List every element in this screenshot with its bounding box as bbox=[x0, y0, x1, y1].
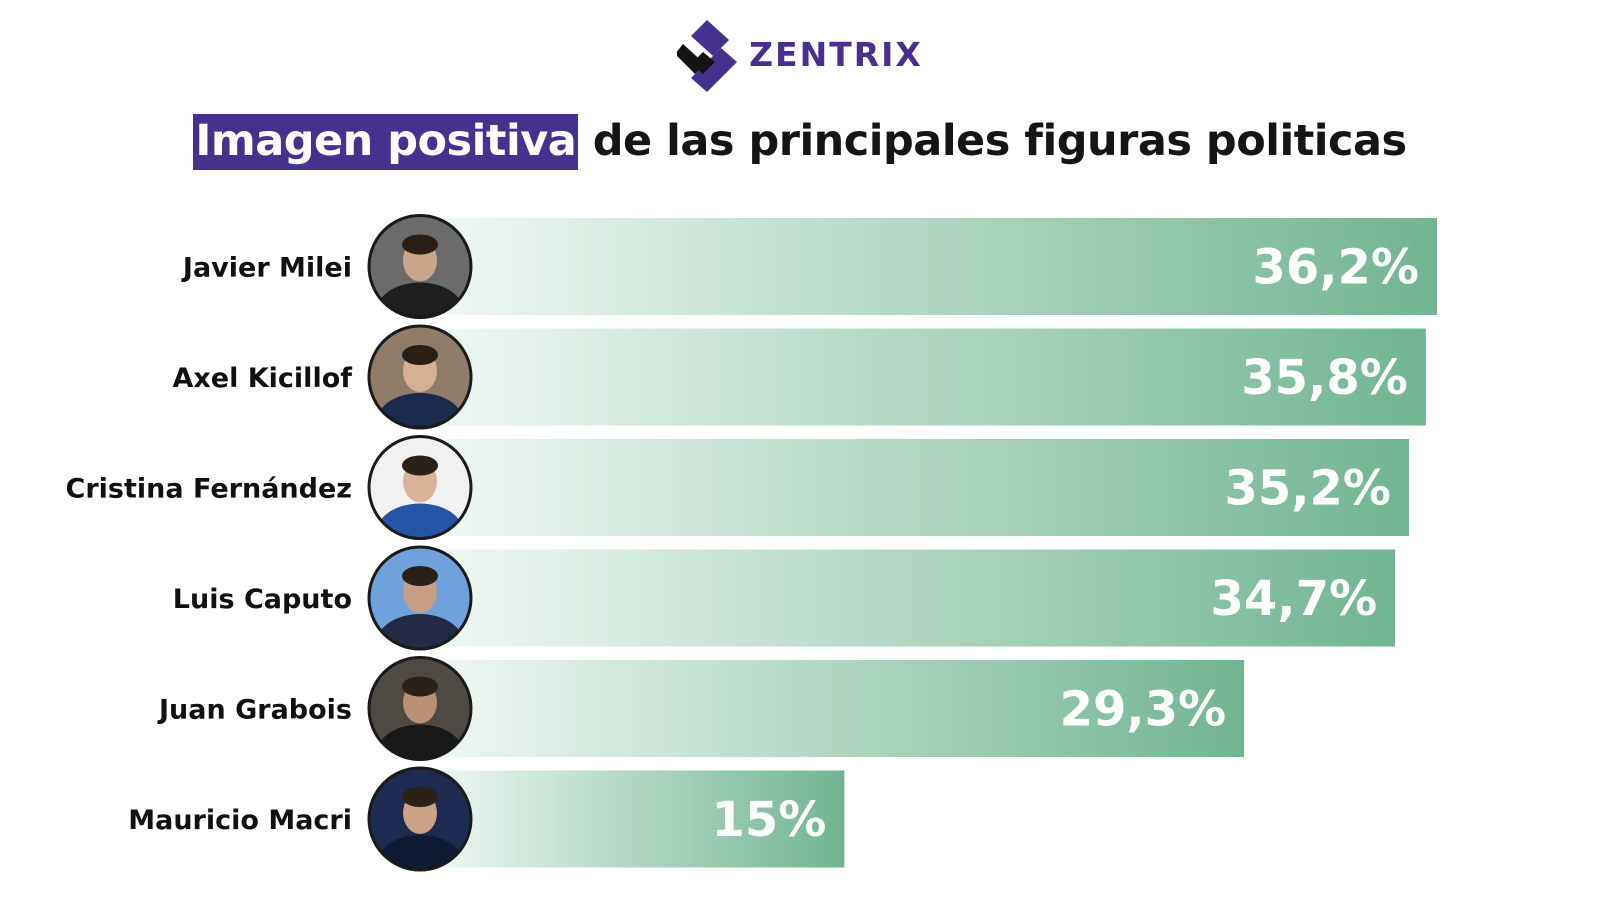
category-label: Luis Caputo bbox=[173, 584, 352, 615]
bar-row: 35,2% Cristina Fernández bbox=[66, 435, 1410, 540]
data-label: 35,2% bbox=[1225, 461, 1392, 517]
chart-title: Imagen positiva de las principales figur… bbox=[0, 114, 1600, 170]
javier-milei-photo bbox=[369, 215, 471, 318]
brand-logo: ZENTRIX bbox=[0, 14, 1600, 94]
axel-kicillof-photo bbox=[369, 326, 471, 428]
bar-row: 35,8% Axel Kicillof bbox=[172, 324, 1426, 430]
mauricio-macri-photo bbox=[369, 768, 471, 870]
bar bbox=[425, 770, 845, 868]
bar bbox=[425, 660, 1245, 757]
category-label: Cristina Fernández bbox=[66, 474, 352, 505]
category-label: Axel Kicillof bbox=[172, 363, 352, 394]
category-label: Javier Milei bbox=[181, 253, 352, 284]
bar bbox=[425, 218, 1437, 315]
juan-grabois-photo bbox=[369, 657, 471, 760]
cristina-fernandez-photo bbox=[369, 436, 471, 539]
bar bbox=[425, 549, 1396, 647]
brand-name: ZENTRIX bbox=[749, 34, 923, 74]
data-label: 29,3% bbox=[1060, 682, 1227, 738]
title-rest: de las principales figuras politicas bbox=[592, 116, 1407, 166]
bar-row: 36,2% Javier Milei bbox=[181, 214, 1437, 319]
data-label: 36,2% bbox=[1252, 240, 1419, 296]
category-label: Juan Grabois bbox=[157, 695, 352, 726]
luis-caputo-photo bbox=[369, 547, 471, 649]
category-label: Mauricio Macri bbox=[128, 805, 352, 836]
data-label: 15% bbox=[711, 792, 826, 848]
bar bbox=[425, 328, 1426, 426]
bar-row: 15% Mauricio Macri bbox=[128, 766, 845, 872]
title-highlight: Imagen positiva bbox=[193, 114, 579, 170]
data-label: 34,7% bbox=[1211, 571, 1378, 627]
zentrix-stripes-logo-icon bbox=[677, 20, 738, 92]
bar bbox=[425, 439, 1410, 536]
bar-row: 29,3% Juan Grabois bbox=[157, 656, 1245, 761]
bar-row: 34,7% Luis Caputo bbox=[173, 545, 1396, 651]
data-label: 35,8% bbox=[1241, 350, 1408, 406]
